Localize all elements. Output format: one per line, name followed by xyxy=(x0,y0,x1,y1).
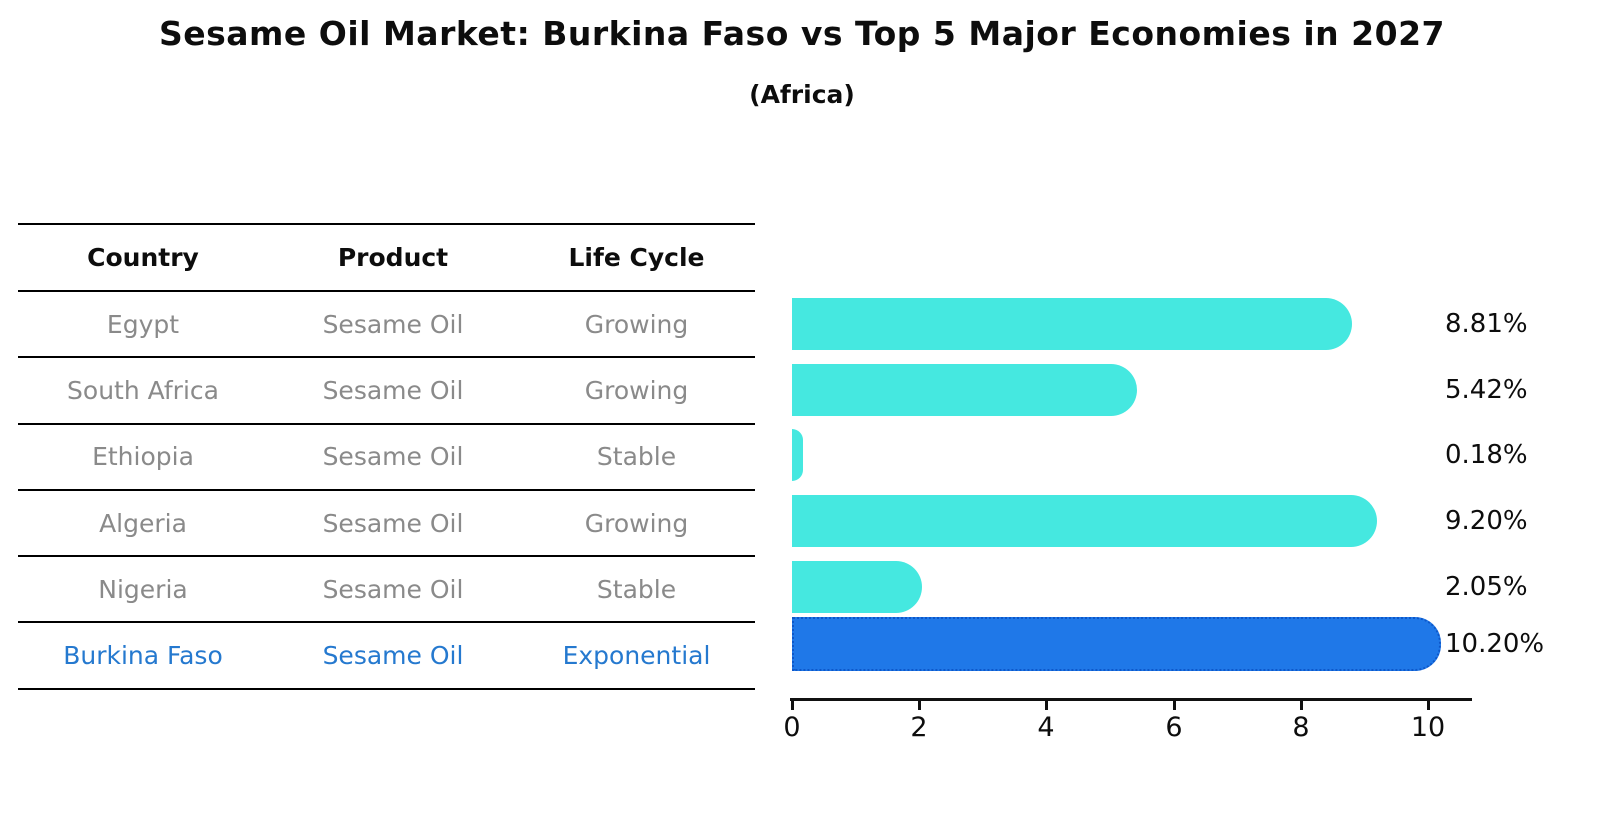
cell-life-cycle: Stable xyxy=(596,442,677,472)
chart-title: Sesame Oil Market: Burkina Faso vs Top 5… xyxy=(158,14,1446,53)
cell-life-cycle: Stable xyxy=(596,574,677,604)
chart-subtitle: (Africa) xyxy=(749,80,855,109)
table-row: Nigeria Sesame Oil Stable xyxy=(18,557,755,624)
country-table: Country Product Life Cycle Egypt Sesame … xyxy=(18,223,755,690)
cell-product: Sesame Oil xyxy=(322,442,464,472)
bar-nigeria xyxy=(792,561,923,613)
cell-country: Algeria xyxy=(99,508,187,538)
cell-life-cycle: Growing xyxy=(584,309,689,339)
cell-life-cycle: Growing xyxy=(584,508,689,538)
cell-product: Sesame Oil xyxy=(322,375,464,405)
cell-life-cycle: Exponential xyxy=(562,641,711,671)
x-tick-label: 10 xyxy=(1410,712,1446,743)
x-tick-label: 6 xyxy=(1165,712,1183,743)
value-label: 0.18% xyxy=(1445,440,1528,470)
value-label: 2.05% xyxy=(1445,572,1528,602)
header-life-cycle: Life Cycle xyxy=(568,243,705,272)
x-tick-label: 4 xyxy=(1037,712,1055,743)
x-axis-tick xyxy=(791,701,794,710)
value-label: 9.20% xyxy=(1445,506,1528,536)
cell-country: Burkina Faso xyxy=(63,641,223,671)
header-country: Country xyxy=(87,243,199,272)
bar-algeria xyxy=(792,495,1378,547)
cell-country: Nigeria xyxy=(98,574,188,604)
bar-ethiopia xyxy=(792,429,804,481)
cell-country: Egypt xyxy=(106,309,180,339)
cell-life-cycle: Growing xyxy=(584,375,689,405)
header-product: Product xyxy=(337,243,449,272)
x-axis-tick xyxy=(1300,701,1303,710)
table-row: Egypt Sesame Oil Growing xyxy=(18,292,755,359)
x-tick-label: 0 xyxy=(783,712,801,743)
cell-product: Sesame Oil xyxy=(322,574,464,604)
x-tick-label: 8 xyxy=(1292,712,1310,743)
table-header-row: Country Product Life Cycle xyxy=(18,223,755,292)
cell-product: Sesame Oil xyxy=(322,309,464,339)
cell-country: South Africa xyxy=(67,375,219,405)
bar-burkina-faso-highlighted xyxy=(792,617,1441,671)
table-row: South Africa Sesame Oil Growing xyxy=(18,358,755,425)
x-axis-tick xyxy=(918,701,921,710)
cell-country: Ethiopia xyxy=(92,442,194,472)
x-axis-spine xyxy=(790,698,1472,701)
value-label: 8.81% xyxy=(1445,309,1528,339)
bar-egypt xyxy=(792,298,1353,350)
table-row-highlighted: Burkina Faso Sesame Oil Exponential xyxy=(18,623,755,690)
value-label: 10.20% xyxy=(1445,629,1545,659)
cell-product: Sesame Oil xyxy=(322,508,464,538)
x-axis-tick xyxy=(1427,701,1430,710)
table-row: Ethiopia Sesame Oil Stable xyxy=(18,425,755,491)
x-tick-label: 2 xyxy=(910,712,928,743)
x-axis-tick xyxy=(1045,701,1048,710)
cell-product: Sesame Oil xyxy=(322,641,464,671)
value-label: 5.42% xyxy=(1445,375,1528,405)
x-axis-tick xyxy=(1173,701,1176,710)
table-row: Algeria Sesame Oil Growing xyxy=(18,491,755,558)
bar-south-africa xyxy=(792,364,1137,416)
